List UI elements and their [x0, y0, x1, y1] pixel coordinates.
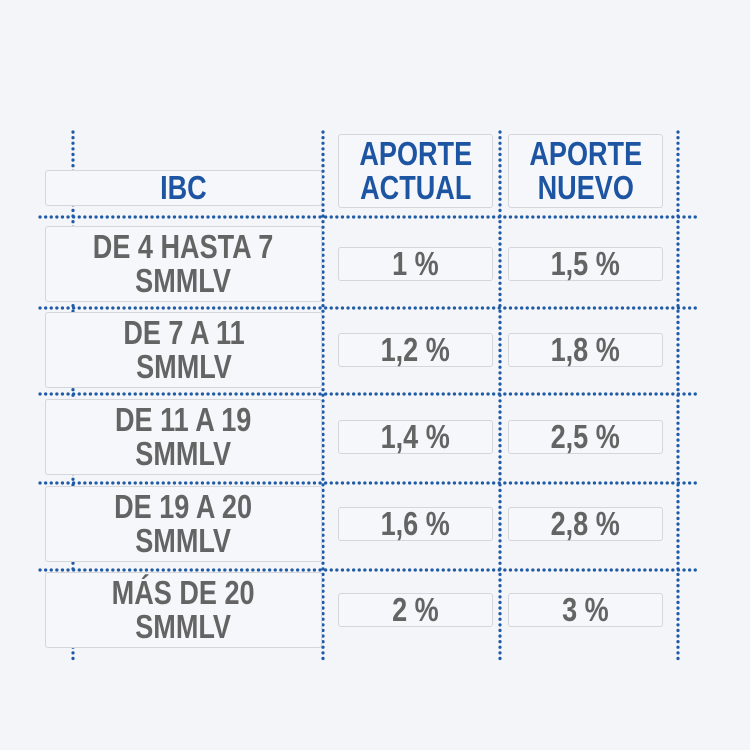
- table-cell: DE 4 HASTA 7 SMMLV: [93, 228, 274, 299]
- table-cell: DE 7 A 11 SMMLV: [122, 314, 245, 385]
- cell-box: [45, 170, 322, 206]
- cell-box: [508, 507, 663, 541]
- cell-box: [338, 420, 493, 454]
- table-cell: DE 19 A 20 SMMLV: [114, 488, 253, 559]
- table-cell: 2,5 %: [550, 418, 621, 456]
- cell-box: [45, 312, 322, 388]
- cell-box: [508, 333, 663, 367]
- cell-box: [338, 134, 493, 208]
- table-cell: 1,8 %: [550, 331, 621, 369]
- table-cell: IBC: [160, 169, 207, 207]
- cell-box: [45, 226, 322, 302]
- table-cell: APORTE ACTUAL: [359, 135, 472, 206]
- cell-box: [508, 247, 663, 281]
- cell-box: [508, 420, 663, 454]
- table-cell: MÁS DE 20 SMMLV: [112, 574, 255, 645]
- table-cell: 1,5 %: [550, 245, 621, 283]
- cell-box: [508, 134, 663, 208]
- table-cell: 2,8 %: [550, 505, 621, 543]
- cell-box: [338, 333, 493, 367]
- cell-box: [45, 399, 322, 475]
- table-cell: DE 11 A 19 SMMLV: [115, 401, 252, 472]
- table-cell: 2 %: [392, 591, 439, 629]
- table-cell: 1,2 %: [380, 331, 451, 369]
- table-cell: 1,4 %: [380, 418, 451, 456]
- table-cell: 3 %: [562, 591, 609, 629]
- table-cell: APORTE NUEVO: [529, 135, 642, 206]
- cell-box: [338, 247, 493, 281]
- table-cell: 1,6 %: [380, 505, 451, 543]
- table-cell: 1 %: [392, 245, 439, 283]
- cell-box: [338, 507, 493, 541]
- cell-box: [338, 593, 493, 627]
- cell-box: [45, 486, 322, 562]
- cell-box: [45, 572, 322, 648]
- cell-box: [508, 593, 663, 627]
